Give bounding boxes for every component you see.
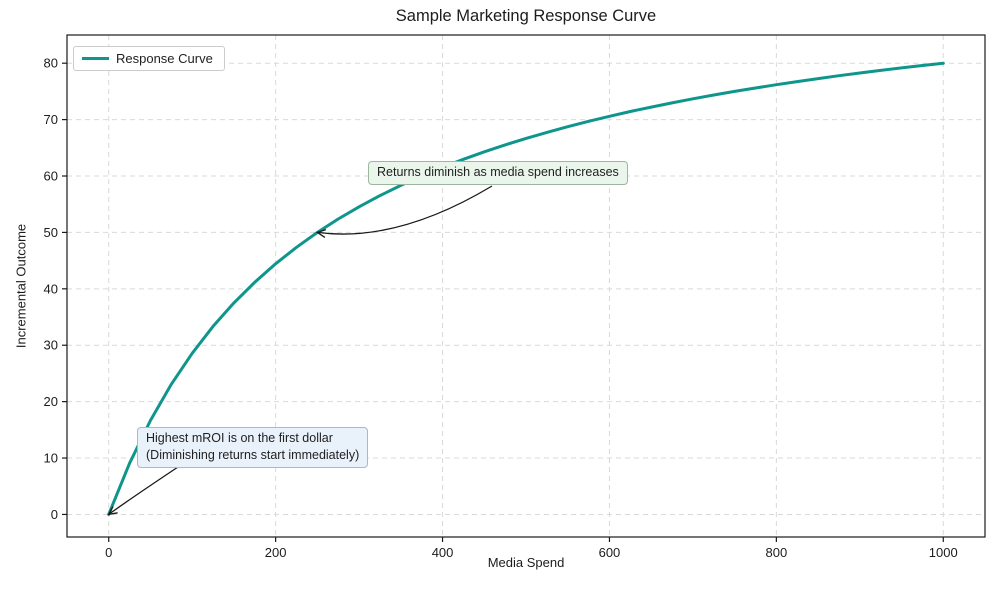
y-tick-label: 70: [44, 112, 58, 127]
plot-border: [66, 34, 986, 538]
legend-line-swatch: [82, 57, 109, 60]
annotation-highest-mroi: Highest mROI is on the first dollar (Dim…: [137, 427, 369, 468]
y-tick-label: 30: [44, 338, 58, 353]
x-tick-label: 400: [432, 545, 454, 560]
annotation-arrowhead: [107, 506, 118, 516]
legend-label: Response Curve: [116, 51, 213, 66]
response-curve-line: [107, 61, 945, 516]
y-tick-label: 40: [44, 281, 58, 296]
annotation-diminishing-returns: Returns diminish as media spend increase…: [368, 161, 628, 185]
x-axis-label: Media Spend: [487, 555, 565, 570]
annotation-arrow: [317, 185, 493, 235]
y-axis-label: Incremental Outcome: [13, 223, 29, 349]
legend: Response Curve: [73, 46, 225, 71]
chart-title: Sample Marketing Response Curve: [395, 7, 657, 25]
y-tick-label: 80: [44, 56, 58, 71]
x-tick-label: 600: [599, 545, 621, 560]
x-tick-label: 200: [265, 545, 287, 560]
x-tick-label: 0: [105, 545, 112, 560]
annotation-arrow: [108, 466, 179, 515]
y-tick-label: 10: [44, 451, 58, 466]
y-tick-label: 50: [44, 225, 58, 240]
annotation-arrowhead: [315, 228, 327, 238]
y-tick-label: 60: [44, 169, 58, 184]
x-tick-label: 1000: [929, 545, 958, 560]
x-tick-label: 800: [766, 545, 788, 560]
y-tick-label: 20: [44, 394, 58, 409]
y-tick-label: 0: [51, 507, 58, 522]
